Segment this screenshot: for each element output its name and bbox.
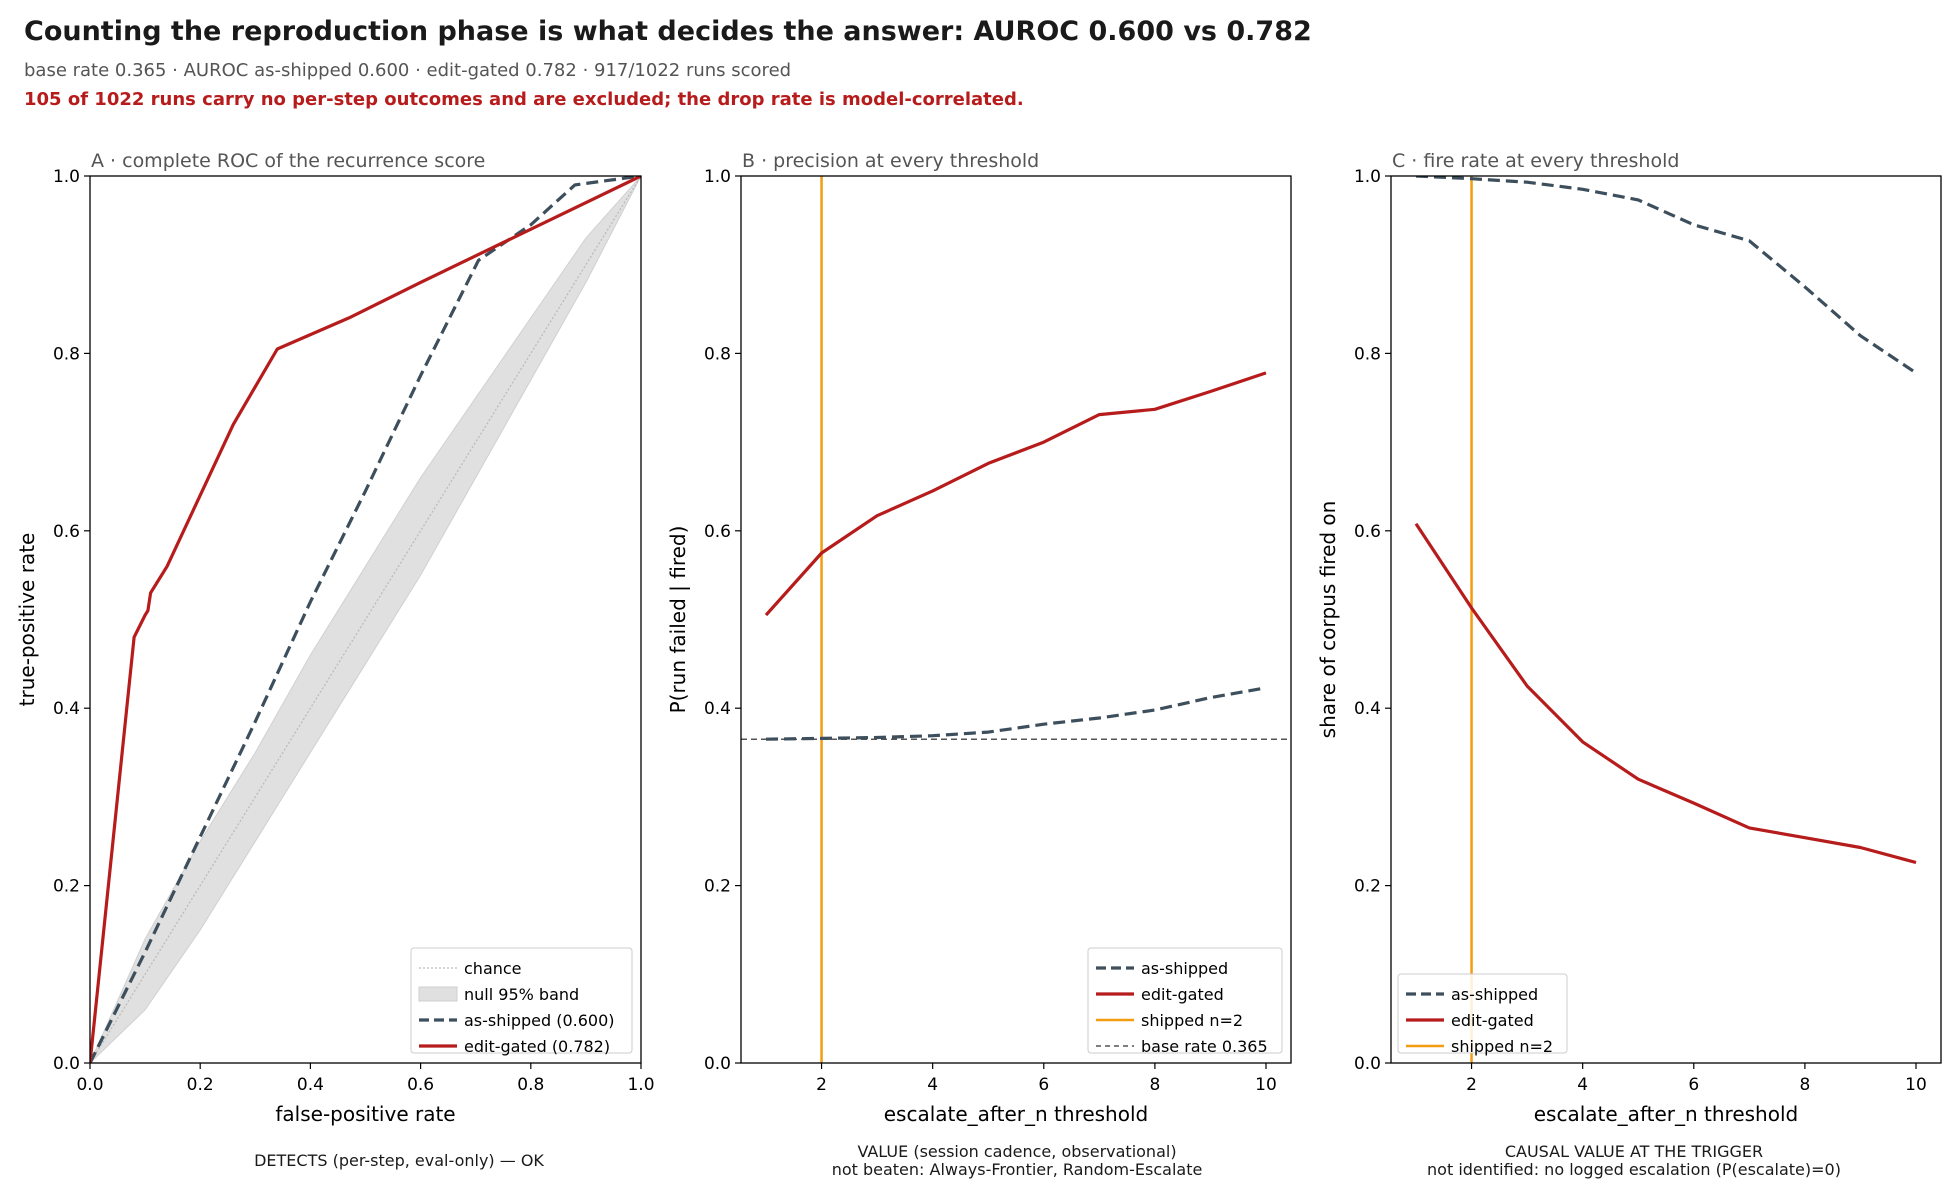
y-tick-label: 0.6: [704, 522, 731, 542]
edit-gated-series-line: [1414, 522, 1917, 865]
warning-note: 105 of 1022 runs carry no per-step outco…: [24, 89, 1024, 110]
legend-label: shipped n=2: [1451, 1037, 1553, 1056]
x-axis-label: false-positive rate: [275, 1102, 455, 1126]
legend-label: null 95% band: [464, 985, 579, 1004]
verdict-box-value: VALUE (session cadence, observational) n…: [713, 1138, 1321, 1184]
x-tick-label: 2: [1466, 1075, 1477, 1095]
chart-panel-a: 0.0 0.2 0.4 0.6 0.8 1.0 0.0 0.2 0.4 0.6 0.8 1.0 A · …: [15, 150, 655, 1126]
y-tick-label: 0.8: [704, 344, 731, 364]
y-axis-label: true-positive rate: [15, 533, 39, 707]
as-shipped-series-line: [1415, 176, 1917, 375]
y-tick-label: 0.4: [1354, 699, 1381, 719]
x-tick-label: 4: [927, 1075, 938, 1095]
plot-area: [90, 176, 641, 1063]
legend-swatch-band: [418, 986, 458, 1002]
chart-panel-b: 0.0 0.2 0.4 0.6 0.8 1.0 2 4 6 8 10 B · precision at…: [666, 150, 1292, 1126]
x-tick-label: 6: [1688, 1075, 1699, 1095]
header: Counting the reproduction phase is what …: [24, 12, 1924, 113]
legend-label: chance: [464, 959, 522, 978]
verdict-line: CAUSAL VALUE AT THE TRIGGER: [1504, 1142, 1764, 1161]
edit-gated-series-line: [764, 371, 1267, 617]
x-tick-label: 10: [1255, 1075, 1277, 1095]
y-tick-label: 1.0: [704, 167, 731, 187]
as-shipped-series-line: [90, 176, 641, 1063]
y-tick-label: 0.0: [53, 1054, 80, 1074]
legend-frame: [410, 947, 633, 1054]
y-tick-label: 1.0: [53, 167, 80, 187]
legend-label: as-shipped (0.600): [464, 1011, 615, 1030]
plot-area: [1414, 176, 1917, 1063]
axes-frame: [89, 175, 642, 1064]
verdict-line: not identified: no logged escalation (P(…: [1427, 1160, 1841, 1179]
x-tick-label: 0.0: [76, 1075, 103, 1095]
legend-frame: [1087, 947, 1283, 1054]
y-tick-label: 0.4: [53, 699, 80, 719]
axes-frame: [1390, 175, 1942, 1064]
legend-label: as-shipped: [1141, 959, 1228, 978]
as-shipped-series-line: [765, 686, 1267, 741]
panel-title: B · precision at every threshold: [742, 150, 1039, 172]
y-tick-label: 0.0: [1354, 1054, 1381, 1074]
x-axis-label: escalate_after_n threshold: [884, 1102, 1148, 1126]
y-tick-label: 1.0: [1354, 167, 1381, 187]
verdict-box-causal: CAUSAL VALUE AT THE TRIGGER not identifi…: [1330, 1138, 1938, 1184]
x-tick-label: 0.4: [297, 1075, 324, 1095]
verdict-line: DETECTS (per-step, eval-only) — OK: [254, 1151, 544, 1170]
x-tick-label: 2: [816, 1075, 827, 1095]
x-tick-label: 0.8: [517, 1075, 544, 1095]
x-tick-label: 6: [1038, 1075, 1049, 1095]
x-tick-label: 8: [1149, 1075, 1160, 1095]
legend-label: edit-gated: [1451, 1011, 1534, 1030]
verdict-box-detects: DETECTS (per-step, eval-only) — OK: [96, 1138, 702, 1184]
legend-label: shipped n=2: [1141, 1011, 1243, 1030]
y-tick-label: 0.2: [1354, 877, 1381, 897]
x-tick-label: 0.2: [187, 1075, 214, 1095]
x-tick-label: 10: [1905, 1075, 1927, 1095]
y-tick-label: 0.2: [53, 877, 80, 897]
page-subtitle: base rate 0.365 · AUROC as-shipped 0.600…: [24, 60, 792, 81]
y-tick-label: 0.6: [53, 522, 80, 542]
legend: as-shipped edit-gated shipped n=2: [1397, 973, 1568, 1056]
panel-title: A · complete ROC of the recurrence score: [91, 150, 485, 172]
x-tick-label: 8: [1799, 1075, 1810, 1095]
x-tick-label: 4: [1577, 1075, 1588, 1095]
legend: as-shipped edit-gated shipped n=2 base rate…: [1087, 947, 1283, 1056]
legend-label: base rate 0.365: [1141, 1037, 1268, 1056]
axes-frame: [740, 175, 1292, 1064]
y-tick-label: 0.8: [53, 344, 80, 364]
x-tick-label: 1.0: [627, 1075, 654, 1095]
panel-title: C · fire rate at every threshold: [1392, 150, 1679, 172]
x-axis-label: escalate_after_n threshold: [1534, 1102, 1798, 1126]
y-tick-label: 0.6: [1354, 522, 1381, 542]
legend-label: edit-gated: [1141, 985, 1224, 1004]
edit-gated-series-line: [90, 176, 641, 1063]
x-tick-label: 0.6: [407, 1075, 434, 1095]
verdict-line: not beaten: Always-Frontier, Random-Esca…: [831, 1160, 1203, 1179]
y-axis-label: P(run failed | fired): [666, 526, 690, 714]
y-tick-label: 0.2: [704, 877, 731, 897]
page-title: Counting the reproduction phase is what …: [24, 16, 1312, 47]
y-tick-label: 0.8: [1354, 344, 1381, 364]
legend-label: as-shipped: [1451, 985, 1538, 1004]
y-tick-label: 0.4: [704, 699, 731, 719]
plot-area: [741, 176, 1291, 1063]
y-tick-label: 0.0: [704, 1054, 731, 1074]
legend: chance null 95% band as-shipped (0.600) edi…: [410, 947, 633, 1056]
verdict-line: VALUE (session cadence, observational): [857, 1142, 1177, 1161]
chart-panel-c: 0.0 0.2 0.4 0.6 0.8 1.0 2 4 6 8 10 C · fire rate at…: [1316, 150, 1942, 1126]
legend-label: edit-gated (0.782): [464, 1037, 610, 1056]
y-axis-label: share of corpus fired on: [1316, 501, 1340, 739]
